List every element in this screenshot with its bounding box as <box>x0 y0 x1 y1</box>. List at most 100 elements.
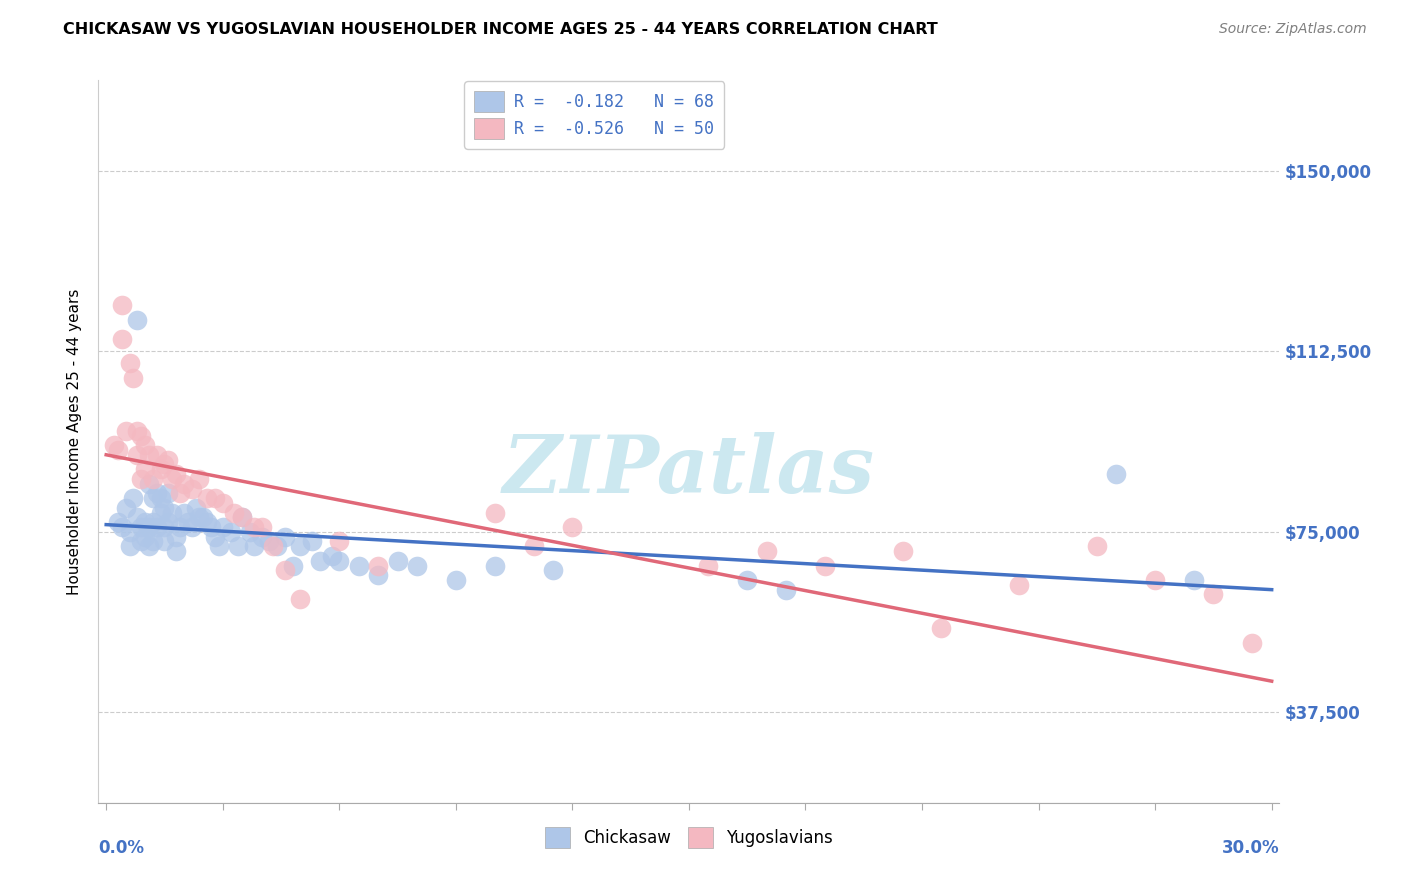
Point <box>444 573 467 587</box>
Point <box>107 442 129 457</box>
Point <box>204 530 226 544</box>
Point <box>111 520 134 534</box>
Point <box>891 544 914 558</box>
Point <box>134 515 156 529</box>
Point <box>274 530 297 544</box>
Point <box>211 496 233 510</box>
Point <box>262 539 284 553</box>
Point <box>142 515 165 529</box>
Point <box>145 520 167 534</box>
Point <box>149 491 172 505</box>
Point <box>122 370 145 384</box>
Point <box>173 506 195 520</box>
Point <box>142 491 165 505</box>
Point <box>188 472 211 486</box>
Point <box>111 332 134 346</box>
Point <box>309 554 332 568</box>
Point <box>1085 539 1108 553</box>
Legend: Chickasaw, Yugoslavians: Chickasaw, Yugoslavians <box>537 819 841 856</box>
Point <box>149 462 172 476</box>
Point <box>180 520 202 534</box>
Point <box>180 482 202 496</box>
Point <box>162 472 183 486</box>
Point <box>387 554 409 568</box>
Point <box>111 298 134 312</box>
Point <box>165 544 187 558</box>
Point <box>153 534 176 549</box>
Point <box>184 500 207 515</box>
Point <box>138 448 160 462</box>
Point <box>367 568 389 582</box>
Point <box>755 544 778 558</box>
Point <box>145 448 167 462</box>
Point <box>1182 573 1205 587</box>
Point <box>142 472 165 486</box>
Point <box>522 539 544 553</box>
Point <box>157 452 180 467</box>
Point <box>239 524 262 539</box>
Point <box>775 582 797 597</box>
Point <box>142 534 165 549</box>
Point <box>290 592 312 607</box>
Text: ZIPatlas: ZIPatlas <box>503 432 875 509</box>
Point <box>129 534 152 549</box>
Point <box>735 573 758 587</box>
Text: Source: ZipAtlas.com: Source: ZipAtlas.com <box>1219 22 1367 37</box>
Point <box>1202 587 1225 601</box>
Point <box>1105 467 1128 481</box>
Point <box>406 558 429 573</box>
Point <box>328 554 350 568</box>
Point <box>118 539 141 553</box>
Point <box>127 448 149 462</box>
Point <box>274 563 297 577</box>
Point <box>219 524 242 539</box>
Point <box>145 486 167 500</box>
Point <box>250 530 273 544</box>
Text: 0.0%: 0.0% <box>98 838 145 857</box>
Point <box>165 530 187 544</box>
Point <box>328 534 350 549</box>
Y-axis label: Householder Income Ages 25 - 44 years: Householder Income Ages 25 - 44 years <box>67 288 83 595</box>
Point <box>127 510 149 524</box>
Point <box>157 486 180 500</box>
Point <box>169 486 191 500</box>
Point <box>127 424 149 438</box>
Point <box>193 510 215 524</box>
Point <box>367 558 389 573</box>
Point <box>226 539 249 553</box>
Point <box>118 356 141 370</box>
Point <box>1241 635 1264 649</box>
Point <box>231 510 253 524</box>
Point <box>243 520 266 534</box>
Point <box>129 428 152 442</box>
Point <box>122 491 145 505</box>
Point <box>157 515 180 529</box>
Point <box>290 539 312 553</box>
Point <box>931 621 953 635</box>
Point <box>200 520 222 534</box>
Text: 30.0%: 30.0% <box>1222 838 1279 857</box>
Point <box>138 539 160 553</box>
Point <box>173 476 195 491</box>
Point <box>134 530 156 544</box>
Point <box>484 506 506 520</box>
Point <box>138 476 160 491</box>
Point <box>188 510 211 524</box>
Point <box>103 438 125 452</box>
Point <box>231 510 253 524</box>
Point <box>153 500 176 515</box>
Point <box>118 524 141 539</box>
Point <box>224 506 246 520</box>
Point <box>177 515 200 529</box>
Point <box>153 458 176 472</box>
Point <box>1144 573 1167 587</box>
Point <box>134 438 156 452</box>
Point <box>484 558 506 573</box>
Point <box>195 515 218 529</box>
Point <box>208 539 231 553</box>
Point <box>301 534 323 549</box>
Point <box>211 520 233 534</box>
Point <box>107 515 129 529</box>
Point <box>114 424 136 438</box>
Point <box>129 472 152 486</box>
